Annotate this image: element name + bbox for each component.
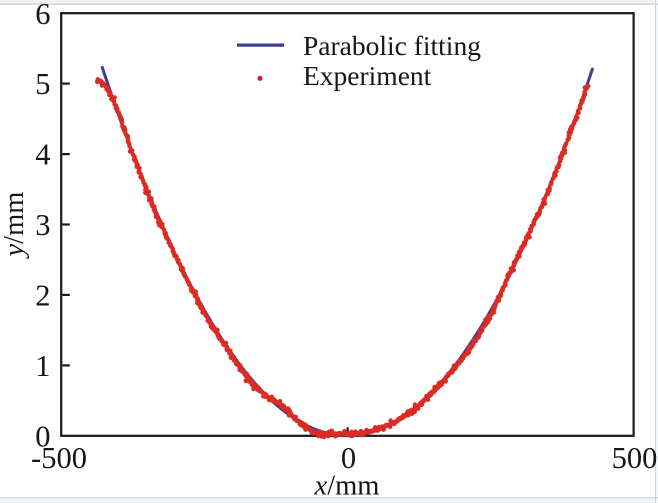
svg-text:Parabolic fitting: Parabolic fitting — [303, 30, 481, 61]
svg-text:6: 6 — [35, 0, 50, 31]
svg-text:5: 5 — [35, 67, 50, 101]
svg-text:0: 0 — [35, 419, 50, 453]
svg-text:1: 1 — [35, 349, 50, 383]
svg-text:Experiment: Experiment — [303, 60, 432, 91]
svg-text:-500: -500 — [31, 441, 87, 475]
svg-text:3: 3 — [35, 208, 50, 242]
svg-text:x/mm: x/mm — [314, 471, 380, 502]
svg-text:4: 4 — [35, 138, 50, 172]
svg-text:500: 500 — [612, 441, 658, 475]
svg-text:y/mm: y/mm — [0, 192, 30, 260]
svg-text:2: 2 — [35, 279, 50, 313]
svg-text:0: 0 — [341, 441, 356, 475]
